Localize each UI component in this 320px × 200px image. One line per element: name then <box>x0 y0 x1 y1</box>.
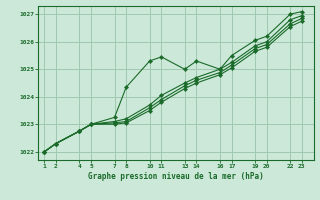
X-axis label: Graphe pression niveau de la mer (hPa): Graphe pression niveau de la mer (hPa) <box>88 172 264 181</box>
